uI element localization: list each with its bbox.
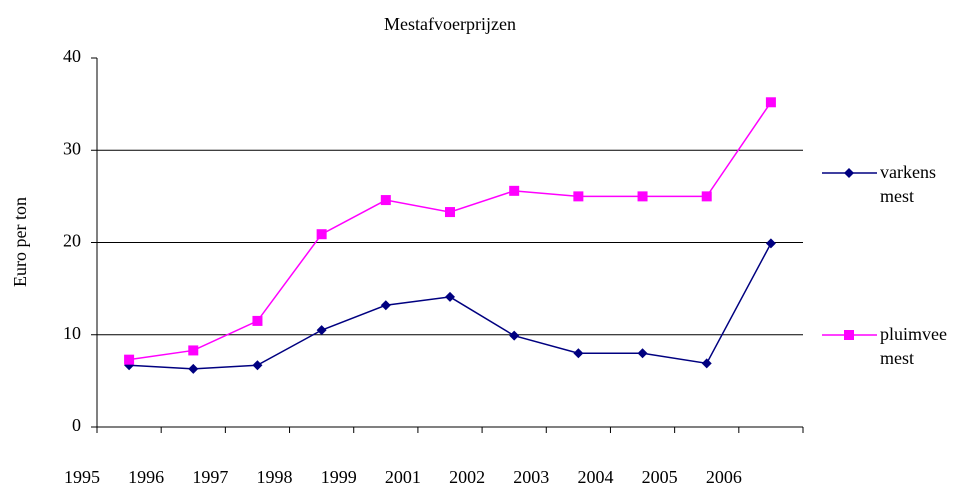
x-tick-label: 1996: [128, 467, 164, 487]
y-tick-label: 20: [63, 231, 81, 251]
marker: [380, 195, 391, 206]
marker: [765, 97, 776, 108]
y-tick-label: 10: [63, 323, 81, 343]
marker: [316, 229, 327, 240]
marker: [701, 191, 712, 202]
series-line: [128, 101, 772, 361]
legend-label: varkens mest: [880, 162, 936, 206]
legend-marker: [844, 330, 854, 340]
marker: [765, 238, 776, 249]
x-tick-label: 2002: [449, 467, 485, 487]
legend-label: pluimvee mest: [880, 324, 947, 368]
x-tick-label: 1999: [321, 467, 357, 487]
marker: [445, 291, 455, 302]
x-tick-label: 2003: [513, 467, 549, 487]
y-axis-label: Euro per ton: [10, 197, 30, 287]
marker: [188, 363, 199, 374]
x-tick-label: 1995: [64, 467, 100, 487]
marker: [188, 345, 199, 356]
chart-title: Mestafvoerprijzen: [384, 14, 516, 34]
y-tick-label: 30: [63, 138, 81, 158]
marker: [509, 330, 520, 341]
marker: [380, 300, 391, 311]
x-tick-label: 1997: [192, 467, 228, 487]
x-tick-label: 2006: [706, 467, 742, 487]
x-tick-label: 2005: [642, 467, 678, 487]
marker: [509, 185, 520, 196]
x-tick-label: 1998: [257, 467, 293, 487]
marker: [637, 191, 648, 202]
x-tick-label: 2001: [385, 467, 421, 487]
x-tick-label: 2004: [577, 467, 613, 487]
marker: [124, 354, 135, 365]
marker: [252, 315, 263, 326]
marker: [637, 348, 648, 359]
marker: [445, 207, 455, 218]
marker: [573, 348, 584, 359]
marker: [316, 325, 327, 336]
series-line: [129, 243, 772, 370]
legend-marker: [844, 168, 854, 178]
y-tick-label: 40: [63, 46, 81, 66]
marker: [252, 360, 263, 371]
y-tick-label: 0: [72, 415, 81, 435]
marker: [701, 358, 712, 369]
marker: [573, 191, 584, 202]
